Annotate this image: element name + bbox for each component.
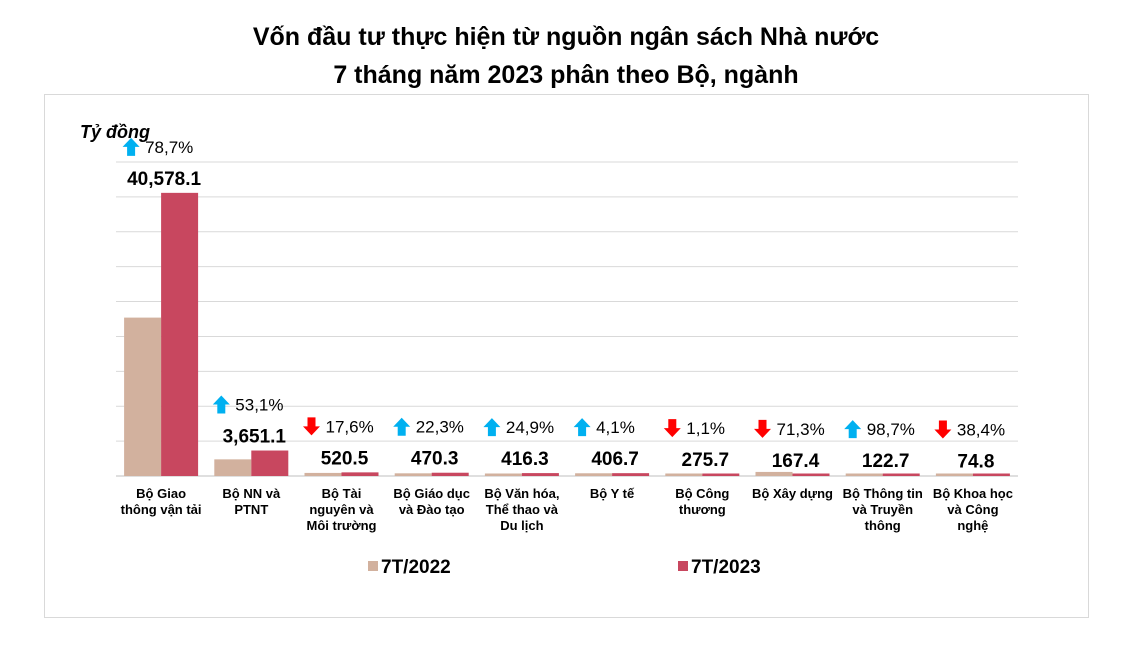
legend-label: 7T/2023 <box>691 557 761 578</box>
legend-swatch <box>368 561 378 571</box>
bar-7t-2022 <box>935 473 973 476</box>
category-label: Bộ Giao <box>136 486 186 501</box>
bar-7t-2022 <box>845 473 883 476</box>
y-axis-label: Tỷ đồng <box>80 122 150 142</box>
category-label: và Truyền <box>852 502 913 517</box>
data-label: 40,578.1 <box>127 169 201 190</box>
category-label: Bộ Y tế <box>590 486 635 501</box>
category-label: thương <box>679 502 726 517</box>
bar-7t-2023 <box>792 473 830 476</box>
bar-7t-2023 <box>161 192 199 476</box>
category-label: PTNT <box>234 502 268 517</box>
arrow-up-icon <box>212 395 230 414</box>
category-label: Bộ Giáo dục <box>393 486 470 501</box>
arrow-up-icon <box>573 418 591 437</box>
category-label: và Đào tạo <box>399 502 465 517</box>
arrow-down-icon <box>303 417 320 436</box>
category-label: Bộ Tài <box>322 486 362 501</box>
bar-7t-2023 <box>702 473 740 476</box>
change-label: 38,4% <box>957 420 1005 439</box>
bar-7t-2023 <box>431 472 469 476</box>
category-label: nguyên và <box>309 502 374 517</box>
bar-7t-2023 <box>521 473 559 476</box>
bar-7t-2022 <box>665 473 703 476</box>
bar-7t-2022 <box>214 459 252 476</box>
category-label: nghệ <box>957 518 988 533</box>
bar-7t-2023 <box>972 473 1010 476</box>
change-label: 98,7% <box>867 420 915 439</box>
category-label: và Công <box>947 502 998 517</box>
category-label: Bộ NN và <box>222 486 281 501</box>
data-label: 416.3 <box>501 449 549 470</box>
category-label: Bộ Xây dựng <box>752 486 833 501</box>
category-label: thông vận tải <box>121 502 202 517</box>
change-label: 71,3% <box>777 420 825 439</box>
category-label: thông <box>865 518 901 533</box>
change-label: 78,7% <box>145 138 193 157</box>
bar-7t-2022 <box>484 473 522 476</box>
change-label: 24,9% <box>506 418 554 437</box>
data-label: 74.8 <box>957 451 994 472</box>
chart-title-line-2: 7 tháng năm 2023 phân theo Bộ, ngành <box>333 61 799 89</box>
bar-7t-2022 <box>304 472 342 476</box>
legend-swatch <box>678 561 688 571</box>
chart-title-line-1: Vốn đầu tư thực hiện từ nguồn ngân sách … <box>252 23 880 51</box>
bar-7t-2022 <box>124 317 162 476</box>
category-label: Bộ Thông tin <box>843 486 923 501</box>
chart-frame <box>44 94 1089 618</box>
data-label: 406.7 <box>591 449 639 470</box>
data-label: 122.7 <box>862 451 910 472</box>
category-label: Bộ Khoa học <box>933 486 1013 501</box>
bar-7t-2023 <box>251 450 289 476</box>
category-label: Môi trường <box>307 518 377 533</box>
bar-7t-2023 <box>341 472 379 476</box>
data-label: 3,651.1 <box>223 427 287 448</box>
change-label: 1,1% <box>686 419 725 438</box>
arrow-up-icon <box>122 137 140 156</box>
chart-title: Vốn đầu tư thực hiện từ nguồn ngân sách … <box>0 18 1132 94</box>
bar-7t-2023 <box>882 473 920 476</box>
arrow-up-icon <box>844 420 862 439</box>
legend-label: 7T/2022 <box>381 557 451 578</box>
change-label: 4,1% <box>596 418 635 437</box>
bar-7t-2022 <box>394 473 432 476</box>
data-label: 520.5 <box>321 448 369 469</box>
change-label: 53,1% <box>235 396 283 415</box>
category-label: Bộ Công <box>675 486 729 501</box>
bar-7t-2022 <box>575 473 613 476</box>
bar-7t-2022 <box>755 471 793 476</box>
data-label: 167.4 <box>772 451 820 472</box>
data-label: 470.3 <box>411 449 459 470</box>
change-label: 22,3% <box>416 418 464 437</box>
bar-7t-2023 <box>612 473 650 476</box>
category-label: Thể thao và <box>486 502 559 517</box>
category-label: Bộ Văn hóa, <box>484 486 559 501</box>
data-label: 275.7 <box>682 450 730 471</box>
arrow-up-icon <box>483 418 501 437</box>
arrow-down-icon <box>934 420 952 439</box>
arrow-down-icon <box>754 419 771 438</box>
change-label: 17,6% <box>326 417 374 436</box>
arrow-up-icon <box>393 417 411 436</box>
category-label: Du lịch <box>500 518 543 533</box>
arrow-down-icon <box>663 419 681 438</box>
